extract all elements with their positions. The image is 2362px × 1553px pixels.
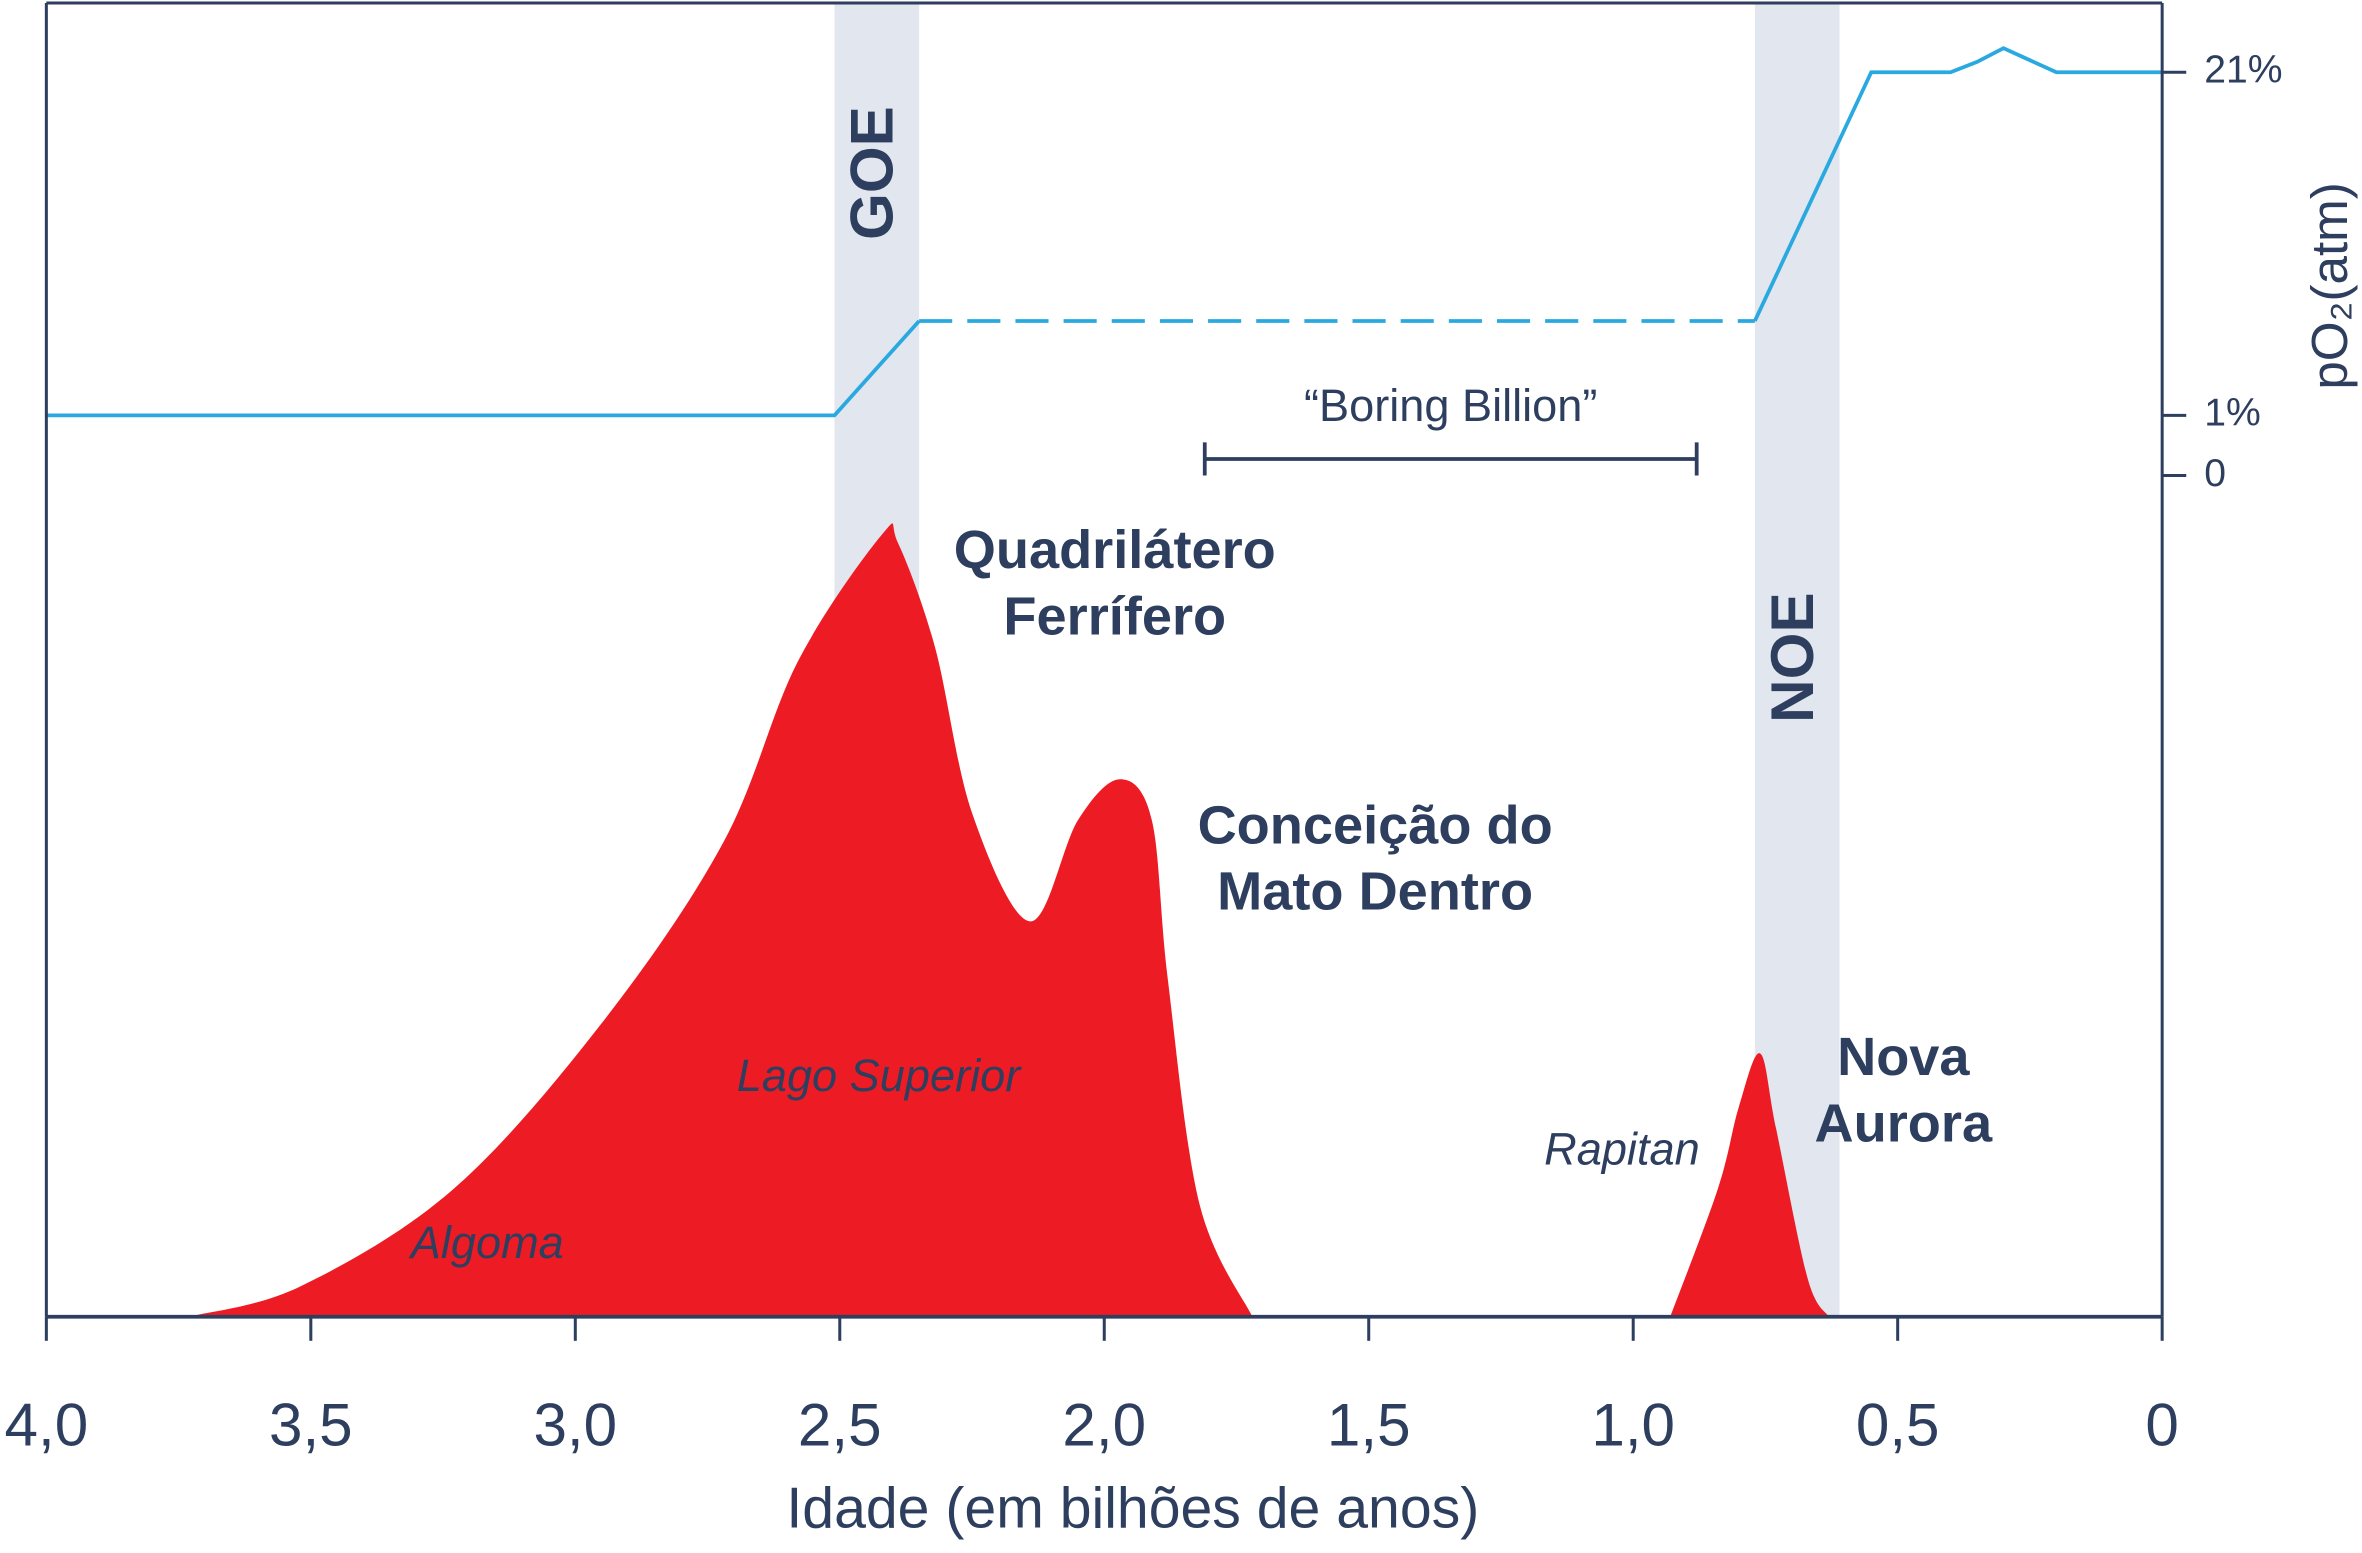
x-tick-label: 2,0 [1062,1392,1146,1459]
band-label: NOE [1759,592,1826,722]
annotation: Lago Superior [737,1050,1022,1101]
po2-line [1753,46,2163,322]
bracket-label: “Boring Billion” [1304,380,1597,431]
x-axis-title: Idade (em bilhões de anos) [786,1476,1479,1540]
x-tick-label: 3,0 [533,1392,617,1459]
area [189,523,1829,1317]
annotation: Ferrífero [1003,586,1226,646]
x-tick-label: 2,5 [798,1392,882,1459]
x-tick-label: 1,0 [1591,1392,1675,1459]
x-tick-label: 0,5 [1856,1392,1940,1459]
annotation: Quadrilátero [954,520,1276,580]
annotation: Algoma [408,1217,564,1268]
x-tick-label: 3,5 [269,1392,353,1459]
annotation: Conceição do [1198,795,1553,855]
band-label: GOE [839,106,906,240]
plot [46,46,2163,1317]
po2-line [46,319,921,418]
y2-axis-title: pO₂(atm) [2301,182,2358,389]
y2-tick-label: 1% [2204,392,2261,435]
x-tick-label: 1,5 [1327,1392,1411,1459]
x-tick-label: 0 [2145,1392,2178,1459]
annotation: Nova [1837,1027,1970,1087]
y2-tick-label: 21% [2204,49,2282,92]
annotation: Mato Dentro [1217,862,1533,922]
annotation: Aurora [1815,1093,1993,1153]
x-tick-label: 4,0 [5,1392,89,1459]
annotation: Rapitan [1544,1124,1700,1175]
bracket [1202,442,1699,476]
y2-tick-label: 0 [2204,452,2226,495]
